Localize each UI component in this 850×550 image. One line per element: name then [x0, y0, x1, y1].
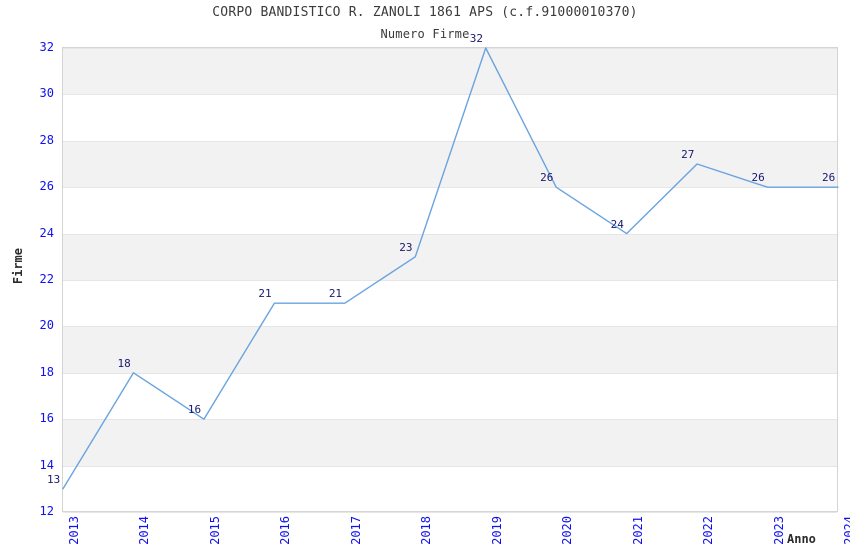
data-point-label: 21	[328, 287, 343, 301]
x-axis-tick-labels: 2013 2014 2015 2016 2017 2018 2019 2020 2021 2022…	[62, 512, 850, 550]
series-line	[62, 47, 839, 490]
chart-title: CORPO BANDISTICO R. ZANOLI 1861 APS (c.f…	[212, 5, 638, 20]
plot-area: 13 18 16 21 21 23 32 26 24 27 26 26	[47, 33, 839, 513]
x-axis-tick-label: 2024	[842, 516, 850, 545]
gridline	[63, 140, 837, 142]
y-axis-tick-label: 22	[39, 272, 54, 286]
x-axis-tick-label: 2020	[560, 516, 575, 545]
x-axis-tick-label: 2022	[701, 516, 716, 545]
data-point-label: 18	[117, 356, 131, 370]
x-axis-tick-label: 2018	[419, 516, 434, 545]
data-point-label: 16	[187, 403, 202, 417]
gridline	[63, 512, 837, 513]
y-axis-tick-label: 26	[39, 179, 54, 194]
series-polyline	[62, 47, 839, 490]
x-axis-tick-label: 2021	[630, 516, 645, 545]
x-axis-tick-label: 2015	[207, 516, 222, 545]
data-point-label: 32	[469, 32, 483, 45]
gridline	[63, 94, 837, 96]
y-axis-tick-labels: 32 30 28 26 24 22 20 18 16 14 12	[0, 41, 54, 517]
background-band	[63, 140, 837, 188]
gridline	[63, 233, 837, 235]
data-point-label: 13	[47, 472, 61, 486]
y-axis-tick-label: 14	[39, 457, 54, 472]
chart-subtitle: Numero Firme	[380, 27, 470, 41]
y-axis-tick-label: 12	[39, 504, 54, 518]
y-axis-tick-label: 16	[39, 411, 54, 426]
background-band	[63, 326, 837, 373]
data-point-label: 26	[822, 171, 836, 185]
background-band	[63, 419, 837, 466]
data-point-label: 26	[540, 171, 554, 185]
y-axis-tick-label: 24	[39, 225, 54, 240]
y-axis-tick-label: 30	[39, 86, 54, 101]
background-band	[63, 233, 837, 280]
data-point-label: 24	[610, 217, 624, 231]
data-point-label: 23	[399, 240, 413, 254]
background-band	[63, 48, 837, 95]
gridline	[63, 280, 837, 281]
y-axis-tick-label: 28	[39, 132, 54, 147]
y-axis-tick-label: 32	[39, 40, 54, 54]
x-axis-tick-label: 2016	[278, 516, 293, 545]
x-axis-tick-label: 2013	[67, 516, 81, 545]
x-axis-tick-label: 2019	[489, 516, 504, 545]
gridline	[63, 187, 837, 189]
x-axis-tick-label: 2014	[137, 516, 152, 545]
data-point-label: 27	[681, 148, 695, 161]
y-axis-tick-label: 20	[39, 318, 54, 333]
x-axis-tick-label: 2023	[771, 516, 786, 545]
gridline	[63, 326, 837, 328]
gridline	[63, 419, 837, 421]
x-axis-tick-label: 2017	[348, 516, 363, 545]
gridline	[63, 465, 837, 467]
data-point-label: 21	[258, 287, 272, 301]
x-axis-title: Anno	[787, 532, 816, 546]
data-point-label: 26	[751, 171, 765, 185]
y-axis-tick-label: 18	[39, 364, 54, 379]
gridline	[63, 48, 837, 49]
gridline	[63, 372, 837, 374]
